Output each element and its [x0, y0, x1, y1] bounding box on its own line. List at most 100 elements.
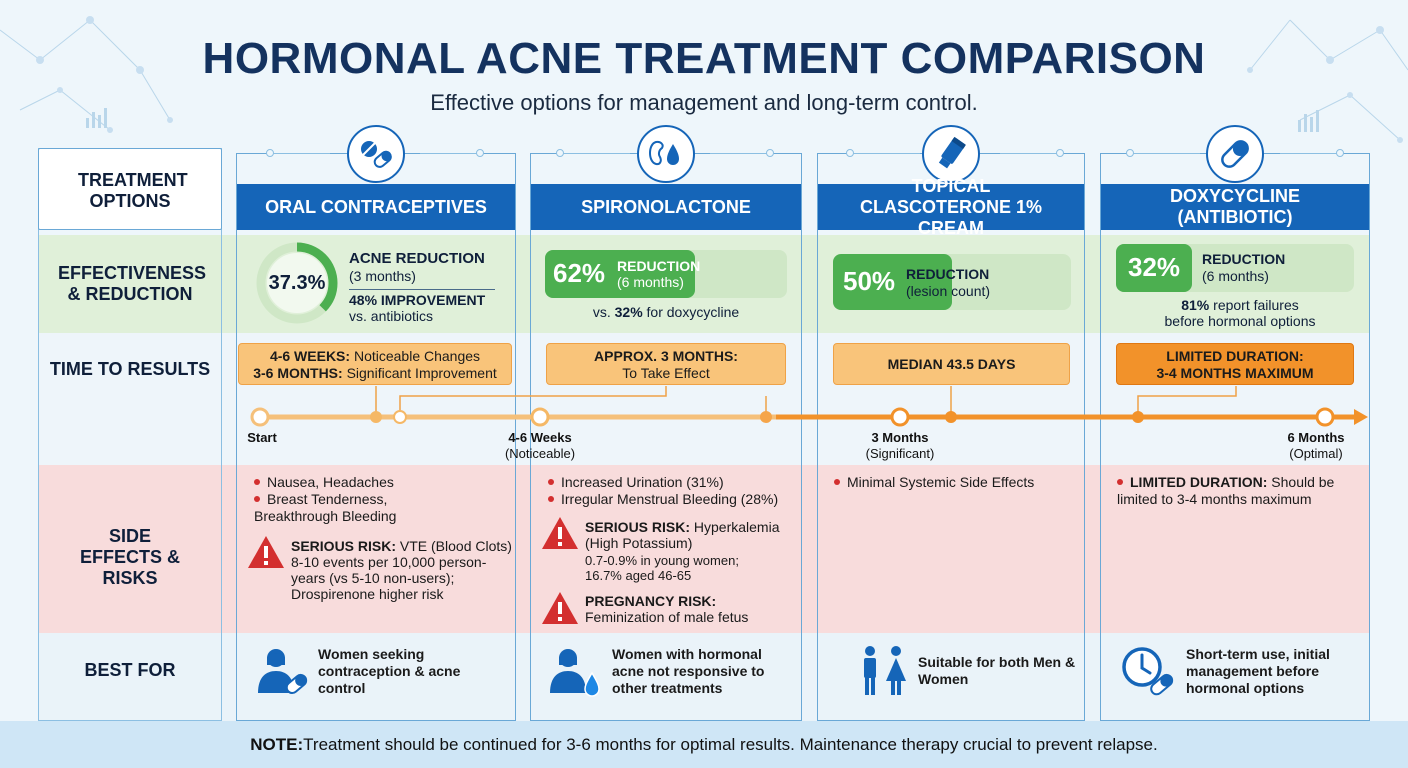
divider: [349, 289, 495, 290]
reduction-label: REDUCTION: [617, 258, 701, 274]
row-label-column: [38, 148, 222, 721]
timeline-marker: [760, 411, 772, 423]
reduction-bar-fill: [833, 254, 952, 310]
comparison-note: vs. 32% for doxycycline: [592, 304, 740, 320]
reduction-ring-chart: [256, 242, 338, 324]
connector-dot: [556, 149, 564, 157]
page-title: HORMONAL ACNE TREATMENT COMPARISON: [202, 34, 1206, 83]
improvement-note: vs. antibiotics: [349, 308, 434, 324]
pregnancy-risk-detail: Feminization of male fetus: [585, 609, 749, 625]
note-footer: NOTE: Treatment should be continued for …: [0, 721, 1408, 768]
connector-dot: [266, 149, 274, 157]
timeline-point-4-6-weeks: [530, 407, 550, 427]
connector-line: [1130, 153, 1200, 154]
time-box-spironolactone: APPROX. 3 MONTHS: To Take Effect: [546, 343, 786, 385]
reduction-value: 62%: [553, 258, 606, 288]
timeline-marker: [1132, 411, 1144, 423]
pregnancy-risk-label: PREGNANCY RISK:: [585, 593, 717, 609]
timeline-label-4-6-weeks: 4-6 Weeks: [508, 430, 572, 445]
improvement-label: 48% IMPROVEMENT: [349, 292, 486, 308]
connector-dot: [1056, 149, 1064, 157]
row-label-treatment-options: TREATMENT OPTIONS: [78, 170, 188, 211]
pill-capsule-icon: [347, 125, 405, 183]
timeline-point-start: [250, 407, 270, 427]
connector-line: [850, 153, 920, 154]
acne-reduction-period: (3 months): [349, 268, 416, 284]
page-subtitle: Effective options for management and lon…: [430, 90, 978, 115]
connector-line: [420, 153, 480, 154]
timeline-label-3-months: 3 Months: [871, 430, 929, 445]
header-doxycycline: DOXYCYCLINE (ANTIBIOTIC): [1101, 184, 1369, 230]
reduction-period: (lesion count): [906, 283, 991, 299]
serious-risk-detail: 8-10 events per 10,000 person-years (vs …: [291, 554, 487, 602]
serious-risk-detail: 0.7-0.9% in young women; 16.7% aged 46-6…: [585, 553, 739, 583]
treatment-timeline: [250, 386, 1368, 427]
connector-line: [1000, 153, 1060, 154]
reduction-value: 37.3%: [268, 272, 326, 294]
row-label-best-for: BEST FOR: [84, 660, 176, 680]
connector-dot: [1336, 149, 1344, 157]
timeline-sub-3-months: (Significant): [865, 446, 935, 461]
serious-risk-vte: SERIOUS RISK: VTE (Blood Clots): [291, 538, 512, 554]
connector-dot: [1126, 149, 1134, 157]
connector-dot: [476, 149, 484, 157]
capsule-icon: [1206, 125, 1264, 183]
side-effect-item: Increased Urination (31%): [548, 474, 798, 491]
row-label-side-effects: SIDE EFFECTS & RISKS: [79, 526, 180, 588]
timeline-sub-6-months: (Optimal): [1289, 446, 1343, 461]
best-for-doxycycline: Short-term use, initial management befor…: [1186, 646, 1330, 696]
header-oral-contraceptives: ORAL CONTRACEPTIVES: [237, 184, 515, 230]
woman-droplet-icon: [550, 649, 600, 697]
timeline-marker: [370, 411, 382, 423]
timeline-point-6-months: [1315, 407, 1335, 427]
header-spironolactone: SPIRONOLACTONE: [531, 184, 801, 230]
timeline-label-6-months: 6 Months: [1287, 430, 1345, 445]
warning-icon: [542, 592, 578, 624]
header-clascoterone: TOPICAL CLASCOTERONE 1% CREAM: [818, 176, 1084, 238]
row-label-effectiveness: EFFECTIVENESS & REDUCTION: [58, 263, 207, 304]
side-effect-item: LIMITED DURATION: Should be limited to 3…: [1117, 474, 1357, 508]
side-effect-item: Breast Tenderness, Breakthrough Bleeding: [254, 491, 454, 525]
timeline-label-start: Start: [247, 430, 277, 445]
failure-note: 81% report failures before hormonal opti…: [1164, 297, 1316, 329]
reduction-label: REDUCTION: [1202, 251, 1286, 267]
side-effect-item: Minimal Systemic Side Effects: [834, 474, 1074, 491]
cream-tube-icon: [922, 125, 980, 183]
reduction-bar-fill: [545, 250, 695, 298]
treatment-options-header: [38, 148, 222, 230]
timeline-marker: [393, 410, 407, 424]
row-label-time: TIME TO RESULTS: [49, 359, 211, 379]
connector-line: [270, 153, 330, 154]
connector-dot: [846, 149, 854, 157]
reduction-label: REDUCTION: [906, 266, 990, 282]
man-woman-icon: [864, 646, 906, 695]
clock-pill-icon: [1122, 647, 1174, 696]
note-label: NOTE:: [250, 734, 304, 754]
timeline-point-3-months: [890, 407, 910, 427]
time-box-oral-contraceptives: 4-6 WEEKS: Noticeable Changes 3-6 MONTHS…: [238, 343, 512, 385]
kidney-droplet-icon: [637, 125, 695, 183]
side-effect-item: Nausea, Headaches: [254, 474, 504, 491]
time-box-doxycycline: LIMITED DURATION: 3-4 MONTHS MAXIMUM: [1116, 343, 1354, 385]
connector-line: [1280, 153, 1340, 154]
time-box-clascoterone: MEDIAN 43.5 DAYS: [833, 343, 1070, 385]
acne-reduction-label: ACNE REDUCTION: [349, 250, 485, 267]
connector-line: [560, 153, 630, 154]
connector-dot: [766, 149, 774, 157]
reduction-period: (6 months): [617, 274, 684, 290]
reduction-period: (6 months): [1202, 268, 1269, 284]
ring-center: [267, 253, 327, 313]
note-text: Treatment should be continued for 3-6 mo…: [303, 734, 1158, 754]
reduction-bar-fill: [1116, 244, 1192, 292]
timeline-marker: [945, 411, 957, 423]
timeline-sub-4-6-weeks: (Noticeable): [504, 446, 576, 461]
ring-value-arc: [256, 242, 338, 324]
woman-pill-icon: [258, 649, 308, 695]
warning-icon: [542, 517, 578, 549]
warning-icon: [248, 536, 284, 568]
serious-risk-hyperkalemia: SERIOUS RISK: Hyperkalemia (High Potassi…: [585, 519, 780, 551]
reduction-value: 32%: [1128, 252, 1181, 282]
connector-line: [710, 153, 770, 154]
side-effect-item: Irregular Menstrual Bleeding (28%): [548, 491, 798, 508]
